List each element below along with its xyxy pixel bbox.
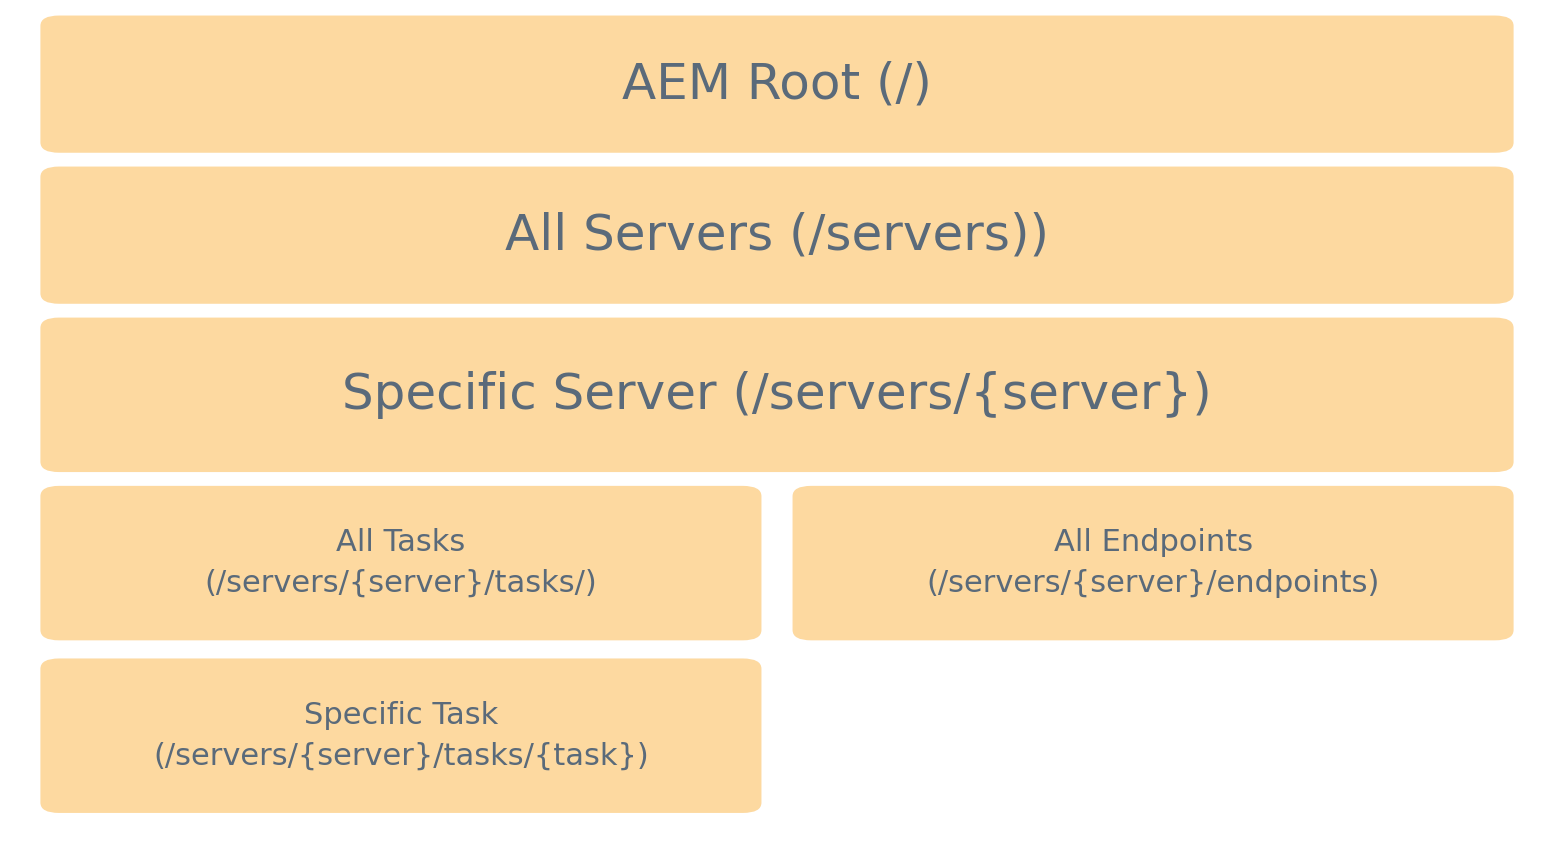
FancyBboxPatch shape [40, 16, 1514, 153]
FancyBboxPatch shape [793, 486, 1514, 640]
Text: AEM Root (/): AEM Root (/) [622, 60, 932, 108]
FancyBboxPatch shape [40, 318, 1514, 472]
FancyBboxPatch shape [40, 658, 761, 813]
Text: All Servers (/servers)): All Servers (/servers)) [505, 211, 1049, 259]
FancyBboxPatch shape [40, 486, 761, 640]
Text: All Tasks
(/servers/{server}/tasks/): All Tasks (/servers/{server}/tasks/) [205, 528, 597, 598]
Text: Specific Task
(/servers/{server}/tasks/{task}): Specific Task (/servers/{server}/tasks/{… [152, 701, 650, 771]
FancyBboxPatch shape [40, 167, 1514, 304]
Text: Specific Server (/servers/{server}): Specific Server (/servers/{server}) [342, 371, 1212, 419]
Text: All Endpoints
(/servers/{server}/endpoints): All Endpoints (/servers/{server}/endpoin… [926, 528, 1380, 598]
